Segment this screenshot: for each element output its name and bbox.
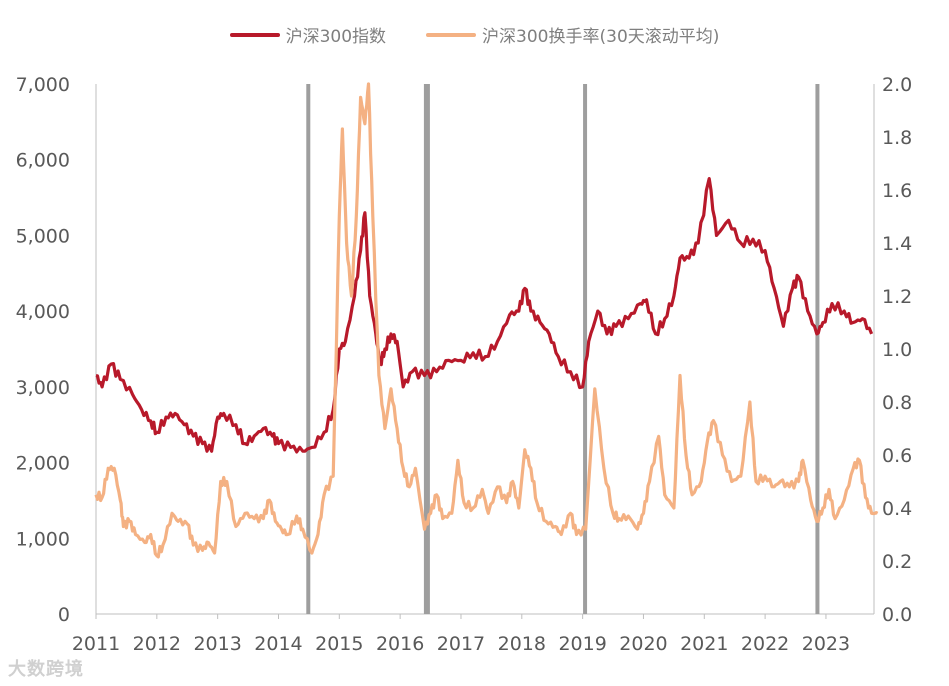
x-tick-label: 2020 (619, 633, 667, 655)
x-tick-label: 2014 (254, 633, 302, 655)
y-left-tick-label: 4,000 (16, 301, 70, 323)
y-right-tick-label: 0.4 (882, 498, 912, 520)
y-left-tick-label: 3,000 (16, 377, 70, 399)
x-tick-label: 2013 (193, 633, 241, 655)
legend-label-turnover: 沪深300换手率(30天滚动平均) (482, 27, 720, 47)
legend-swatch-turnover (426, 32, 477, 37)
legend-item-turnover: 沪深300换手率(30天滚动平均) (426, 22, 719, 47)
y-right-tick-label: 0.0 (882, 604, 912, 626)
legend: 沪深300指数 沪深300换手率(30天滚动平均) (0, 22, 949, 47)
x-tick-label: 2021 (680, 633, 728, 655)
x-tick-label: 2011 (72, 633, 120, 655)
y-left-tick-label: 0 (58, 604, 70, 626)
y-right-tick-label: 2.0 (882, 74, 912, 96)
x-tick-label: 2023 (802, 633, 850, 655)
x-tick-label: 2016 (376, 633, 424, 655)
x-tick-label: 2019 (558, 633, 606, 655)
y-right-tick-label: 1.4 (882, 233, 912, 255)
x-tick-label: 2015 (315, 633, 363, 655)
watermark: 大数跨境 (8, 659, 84, 680)
series-line-turnover (94, 82, 879, 559)
y-left-tick-label: 6,000 (16, 150, 70, 172)
x-tick-label: 2012 (133, 633, 181, 655)
y-right-tick-label: 0.8 (882, 392, 912, 414)
y-left-tick-label: 7,000 (16, 74, 70, 96)
legend-label-index: 沪深300指数 (285, 27, 387, 47)
series-line-index (95, 177, 874, 454)
x-tick-label: 2017 (437, 633, 485, 655)
x-tick-label: 2018 (498, 633, 546, 655)
y-left-tick-label: 5,000 (16, 225, 70, 247)
y-right-tick-label: 1.0 (882, 339, 912, 361)
y-right-tick-label: 1.2 (882, 286, 912, 308)
y-left-tick-label: 2,000 (16, 453, 70, 475)
legend-swatch-index (229, 32, 280, 37)
y-right-tick-label: 1.8 (882, 127, 912, 149)
y-right-tick-label: 1.6 (882, 180, 912, 202)
y-right-tick-label: 0.2 (882, 551, 912, 573)
y-right-tick-label: 0.6 (882, 445, 912, 467)
x-tick-label: 2022 (741, 633, 789, 655)
legend-item-index: 沪深300指数 (229, 22, 387, 47)
y-left-tick-label: 1,000 (16, 528, 70, 550)
